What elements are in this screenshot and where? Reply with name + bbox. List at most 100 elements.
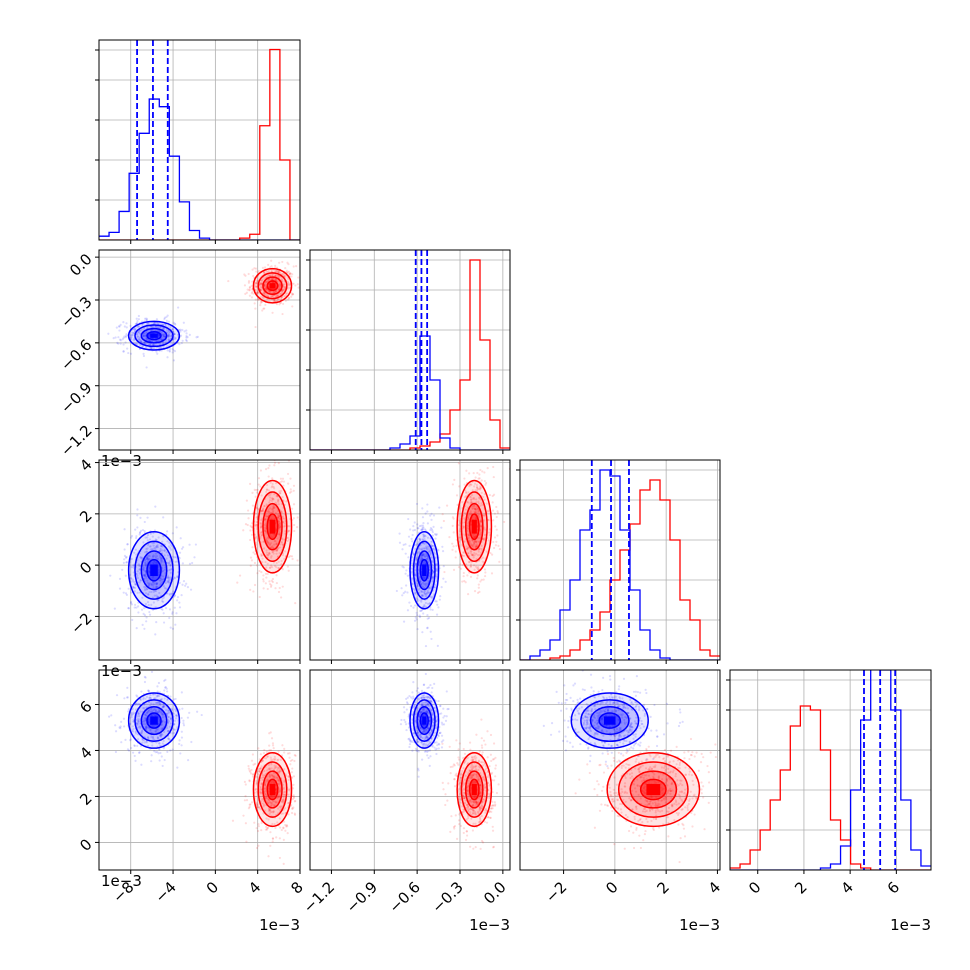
panel-frame [729,669,932,871]
contour-line-red [266,513,279,541]
contour-line-red [456,479,493,574]
x-offset-label: 1e−3 [890,916,931,934]
y-tick-label: −0.3 [57,293,95,331]
contour-line-blue [127,320,181,351]
y-tick-label: −0.6 [57,336,95,374]
contour-line-blue [580,699,640,743]
contour-line-blue [589,706,630,736]
x-tick-label: 4 [705,878,724,897]
density-peak-red [269,283,276,289]
panel-2-1 [309,459,511,664]
contour-line-red [252,752,293,828]
density-peak-red [269,519,276,534]
contour-line-red [617,761,689,818]
contour-line-red [460,761,488,818]
x-tick-label: −0.3 [428,878,466,916]
x-tick-label: 2 [791,878,810,897]
x-tick-label: 8 [287,878,306,897]
density-peak-red [646,784,661,796]
contour-line-blue [570,692,649,749]
contour-line-blue [412,699,436,743]
contour-line-red [262,502,283,551]
y-tick-label: 2 [76,789,95,808]
contour-line-red [606,752,701,828]
y-tick-label: −0.9 [57,379,95,417]
contour-line-blue [134,540,174,600]
contour-line-red [252,267,293,304]
histogram-red-series [520,479,720,660]
x-offset-label: 1e−3 [679,916,720,934]
panel-frame [98,459,301,661]
contour-line-blue [134,699,174,743]
y-tick-label: 0 [76,835,95,854]
x-tick-label: −1.2 [300,878,338,916]
x-tick-label: 4 [837,878,856,897]
y-offset-label: 1e−3 [101,662,142,680]
panel-1-0: −1.2 −0.9 −0.6 −0.3 0.0 1e−3 [57,249,301,470]
y-tick-label: 0 [76,558,95,577]
panel-frame [309,669,511,871]
y-tick-label: −1.2 [57,422,95,460]
x-tick-label: 0.0 [480,878,510,908]
contour-line-red [456,752,493,828]
contour-line-blue [140,706,168,736]
panel-3-2: −2 0 2 4 1e−3 [519,669,724,934]
x-tick-label: −0.6 [385,878,423,916]
contour-line-blue [419,712,429,729]
contour-line-blue [598,712,622,729]
x-tick-label: −0.9 [343,878,381,916]
scatter-points [108,670,300,866]
x-tick-label: 0 [602,878,621,897]
panel-frame [309,249,511,451]
scatter-points [542,670,717,864]
histogram-red-series [310,259,510,450]
density-peak-blue [150,333,158,338]
y-tick-label: −2 [67,609,95,637]
y-tick-label: 0.0 [66,250,96,280]
contour-line-red [468,778,480,801]
contour-line-red [262,770,283,809]
contour-line-red [464,770,484,809]
contour-line-blue [416,550,433,591]
panel-frame [98,39,301,241]
panel-3-3: 0 2 4 6 1e−3 [726,669,932,934]
x-tick-label: 0 [203,878,222,897]
y-tick-label: 4 [76,455,95,474]
histogram-blue-series [310,335,510,450]
panel-frame [519,459,721,661]
contour-line-blue [409,692,440,749]
contour-line-blue [409,531,440,610]
contour-line-blue [140,327,168,344]
contour-line-red [266,778,279,801]
contour-line-red [468,513,480,541]
panel-3-1: −1.2 −0.9 −0.6 −0.3 0.0 1e−3 [300,669,511,934]
y-tick-label: 2 [76,507,95,526]
contour-line-blue [127,692,181,749]
x-offset-label: 1e−3 [259,916,300,934]
y-tick-label: 4 [76,743,95,762]
contour-line-red [464,502,484,551]
density-peak-red [269,784,276,796]
histogram-red-series [730,705,931,870]
density-peak-blue [422,716,427,725]
histogram-blue-series [520,469,720,660]
contour-line-red [257,272,288,300]
x-tick-label: 6 [884,878,903,897]
contour-line-red [629,770,678,809]
histogram-blue-series [99,98,300,240]
contour-line-blue [146,712,162,729]
contour-line-blue [127,531,181,610]
panel-0-0 [95,39,301,244]
contour-line-red [639,778,667,801]
panel-frame [98,669,301,871]
density-peak-blue [150,716,158,725]
x-tick-label: −2 [542,878,570,906]
x-tick-label: 0 [745,878,764,897]
x-tick-label: −4 [152,878,180,906]
panel-frame [309,459,511,661]
contour-line-blue [416,706,433,736]
contour-line-blue [419,558,429,582]
panel-frame [98,249,301,451]
density-peak-red [471,519,477,534]
